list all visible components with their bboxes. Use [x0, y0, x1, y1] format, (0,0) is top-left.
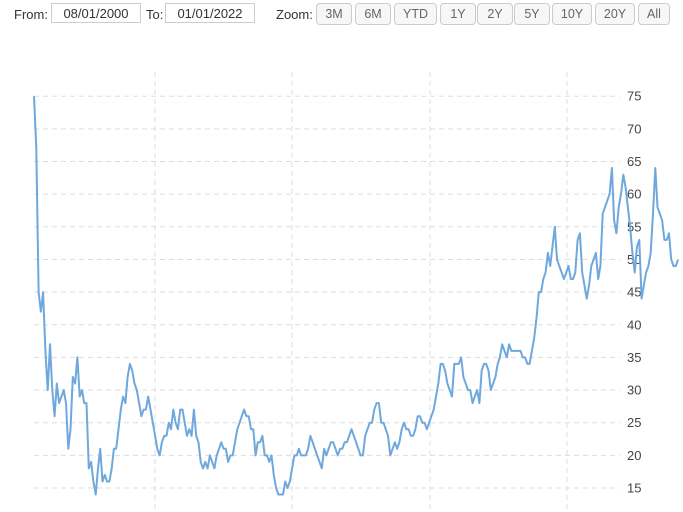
zoom-6m-button[interactable]: 6M — [355, 3, 391, 25]
y-tick-label-50: 50 — [627, 252, 641, 267]
series-line-0 — [33, 96, 680, 496]
zoom-ytd-button[interactable]: YTD — [394, 3, 437, 25]
to-label: To: — [146, 7, 164, 22]
vertical-grid — [154, 72, 568, 512]
horizontal-grid — [34, 95, 620, 489]
zoom-label: Zoom: — [276, 7, 313, 22]
zoom-20y-button[interactable]: 20Y — [595, 3, 635, 25]
y-tick-label-30: 30 — [627, 383, 641, 398]
y-tick-label-15: 15 — [627, 481, 641, 496]
zoom-5y-button[interactable]: 5Y — [514, 3, 550, 25]
range-toolbar: From: 08/01/2000 To: 01/01/2022 Zoom: 3M… — [0, 0, 683, 32]
zoom-3m-button[interactable]: 3M — [316, 3, 352, 25]
series-layer — [33, 96, 680, 496]
from-label: From: — [14, 7, 48, 22]
y-tick-label-40: 40 — [627, 317, 641, 332]
zoom-all-button[interactable]: All — [638, 3, 670, 25]
y-tick-label-60: 60 — [627, 187, 641, 202]
y-tick-label-75: 75 — [627, 89, 641, 104]
to-date-input[interactable]: 01/01/2022 — [165, 3, 255, 23]
y-tick-label-25: 25 — [627, 415, 641, 430]
zoom-10y-button[interactable]: 10Y — [552, 3, 592, 25]
zoom-2y-button[interactable]: 2Y — [477, 3, 513, 25]
y-tick-label-70: 70 — [627, 121, 641, 136]
y-tick-label-45: 45 — [627, 285, 641, 300]
from-date-input[interactable]: 08/01/2000 — [51, 3, 141, 23]
y-tick-label-65: 65 — [627, 154, 641, 169]
y-tick-label-35: 35 — [627, 350, 641, 365]
zoom-1y-button[interactable]: 1Y — [440, 3, 476, 25]
y-tick-label-20: 20 — [627, 448, 641, 463]
